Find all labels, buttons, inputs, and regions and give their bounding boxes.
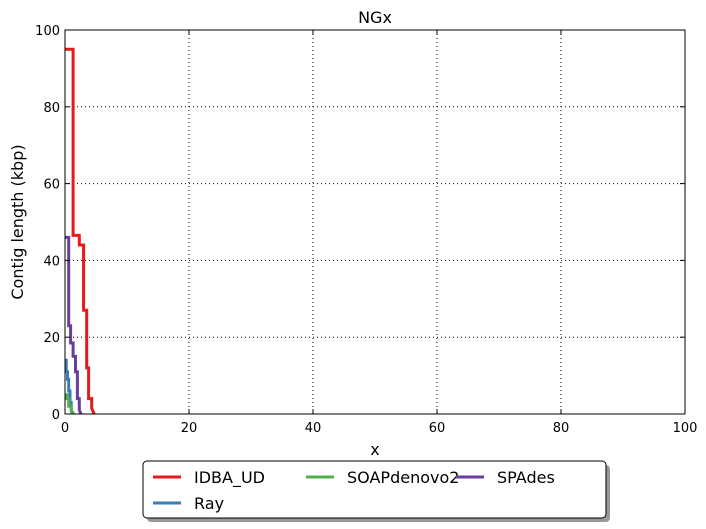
x-tick-label: 60 xyxy=(429,421,446,436)
x-tick-label: 20 xyxy=(181,421,198,436)
legend-label: Ray xyxy=(194,494,224,513)
x-tick-label: 0 xyxy=(61,421,69,436)
y-axis-label: Contig length (kbp) xyxy=(8,144,27,299)
tick-marks xyxy=(64,29,686,415)
x-tick-labels: 0 20 40 60 80 100 xyxy=(61,421,698,436)
x-tick-label: 40 xyxy=(305,421,322,436)
y-tick-label: 100 xyxy=(35,24,60,39)
series-layer xyxy=(64,47,96,415)
y-tick-label: 20 xyxy=(43,331,60,346)
chart-title: NGx xyxy=(358,8,392,27)
grid-lines xyxy=(65,30,685,414)
legend-label: IDBA_UD xyxy=(194,468,265,488)
x-tick-label: 80 xyxy=(553,421,570,436)
legend: IDBA_UD Ray SOAPdenovo2 SPAdes xyxy=(142,460,610,522)
y-tick-label: 40 xyxy=(43,254,60,269)
series-line-spades xyxy=(65,235,83,415)
y-tick-label: 80 xyxy=(43,101,60,116)
y-tick-label: 0 xyxy=(52,408,60,423)
plot-frame xyxy=(64,29,686,415)
y-tick-label: 60 xyxy=(43,178,60,193)
legend-box xyxy=(142,460,607,519)
x-tick-label: 100 xyxy=(673,421,698,436)
legend-label: SOAPdenovo2 xyxy=(347,468,459,487)
x-axis-label: x xyxy=(370,440,379,459)
legend-label: SPAdes xyxy=(497,468,555,487)
series-line-ray xyxy=(64,358,74,415)
series-line-idba-ud xyxy=(65,47,96,415)
series-line-soapdenovo2 xyxy=(65,393,75,415)
y-tick-labels: 0 20 40 60 80 100 xyxy=(35,24,60,423)
